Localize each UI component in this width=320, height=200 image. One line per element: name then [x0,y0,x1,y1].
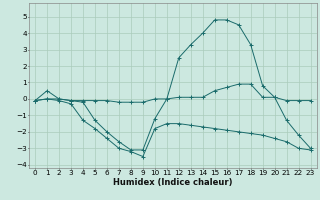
X-axis label: Humidex (Indice chaleur): Humidex (Indice chaleur) [113,178,233,187]
